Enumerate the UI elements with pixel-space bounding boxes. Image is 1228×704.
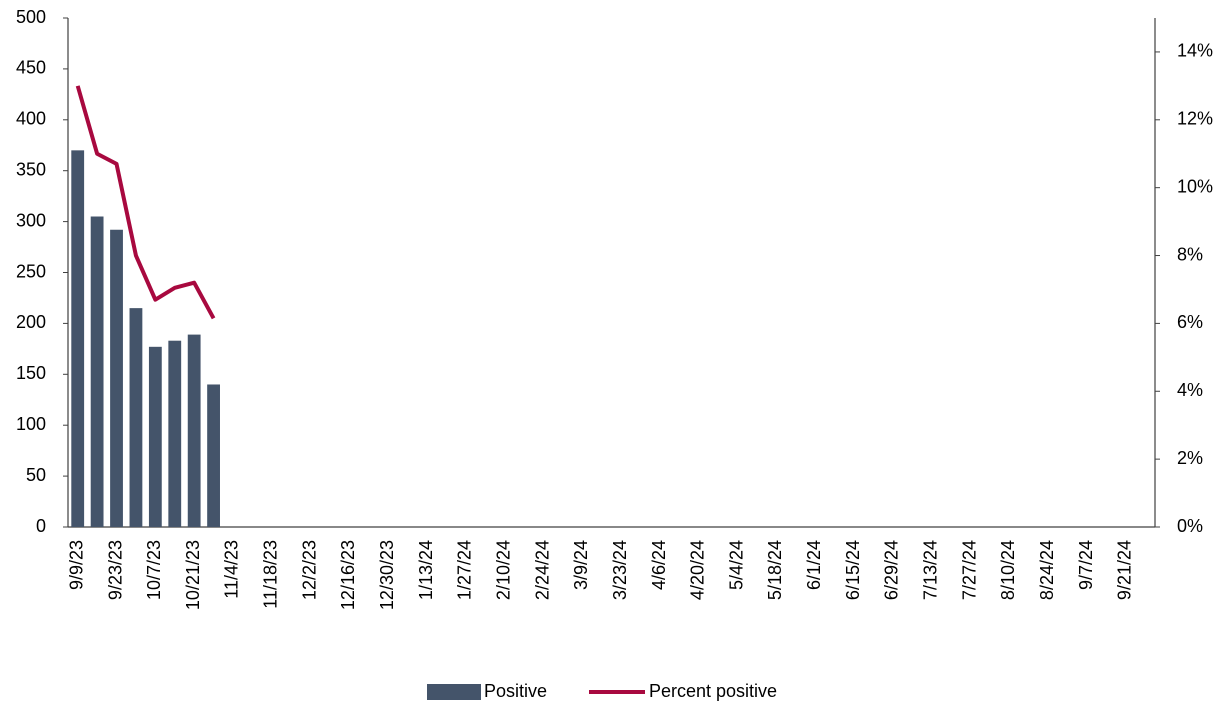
x-tick-label: 5/18/24 <box>765 540 785 600</box>
line <box>75 85 216 320</box>
y-tick-label: 100 <box>16 414 46 434</box>
x-tick-label: 6/1/24 <box>804 540 824 590</box>
x-tick-label: 1/13/24 <box>416 540 436 600</box>
y2-tick-label: 4% <box>1177 380 1203 400</box>
x-tick-label: 3/23/24 <box>610 540 630 600</box>
legend-swatch <box>427 684 481 700</box>
x-tick-label: 6/15/24 <box>843 540 863 600</box>
bar <box>71 150 85 527</box>
x-tick-label: 7/13/24 <box>921 540 941 600</box>
x-tick-label: 9/23/23 <box>105 540 125 600</box>
legend-label: Positive <box>484 681 547 701</box>
y2-tick-label: 6% <box>1177 312 1203 332</box>
y-tick-label: 50 <box>26 465 46 485</box>
x-tick-label: 5/4/24 <box>726 540 746 590</box>
y-tick-label: 450 <box>16 58 46 78</box>
x-tick-label: 10/7/23 <box>144 540 164 600</box>
bar <box>187 334 201 527</box>
x-tick-label: 11/4/23 <box>222 540 242 599</box>
x-tick-label: 8/24/24 <box>1037 540 1057 600</box>
bar <box>168 340 182 527</box>
y-tick-label: 150 <box>16 363 46 383</box>
y-tick-label: 400 <box>16 109 46 129</box>
x-tick-label: 12/30/23 <box>377 540 397 610</box>
x-tick-label: 8/10/24 <box>998 540 1018 600</box>
y2-tick-label: 14% <box>1177 41 1213 61</box>
x-tick-label: 7/27/24 <box>959 540 979 600</box>
x-tick-label: 10/21/23 <box>183 540 203 610</box>
x-tick-label: 9/21/24 <box>1115 540 1135 600</box>
x-tick-label: 12/2/23 <box>299 540 319 600</box>
x-tick-label: 11/18/23 <box>261 540 281 609</box>
y2-tick-label: 12% <box>1177 109 1213 129</box>
x-tick-label: 6/29/24 <box>882 540 902 600</box>
y2-tick-label: 10% <box>1177 176 1213 196</box>
x-tick-label: 2/10/24 <box>493 540 513 600</box>
x-tick-label: 2/24/24 <box>532 540 552 600</box>
y-tick-label: 350 <box>16 159 46 179</box>
bar <box>90 216 104 527</box>
y-tick-label: 250 <box>16 261 46 281</box>
x-tick-label: 4/6/24 <box>649 540 669 590</box>
y2-tick-label: 8% <box>1177 244 1203 264</box>
x-tick-label: 1/27/24 <box>455 540 475 600</box>
y2-tick-label: 2% <box>1177 448 1203 468</box>
y-tick-label: 200 <box>16 312 46 332</box>
x-tick-label: 9/7/24 <box>1076 540 1096 590</box>
legend-label: Percent positive <box>649 681 777 701</box>
y-tick-label: 0 <box>36 516 46 536</box>
y-tick-label: 500 <box>16 7 46 27</box>
x-tick-label: 9/9/23 <box>66 540 86 590</box>
bar <box>207 384 220 527</box>
y2-tick-label: 0% <box>1177 516 1203 536</box>
x-tick-label: 4/20/24 <box>688 540 708 600</box>
x-tick-label: 3/9/24 <box>571 540 591 590</box>
x-tick-label: 12/16/23 <box>338 540 358 610</box>
bar <box>129 308 143 527</box>
bar <box>110 229 123 527</box>
bar <box>148 346 162 527</box>
y-tick-label: 300 <box>16 210 46 230</box>
